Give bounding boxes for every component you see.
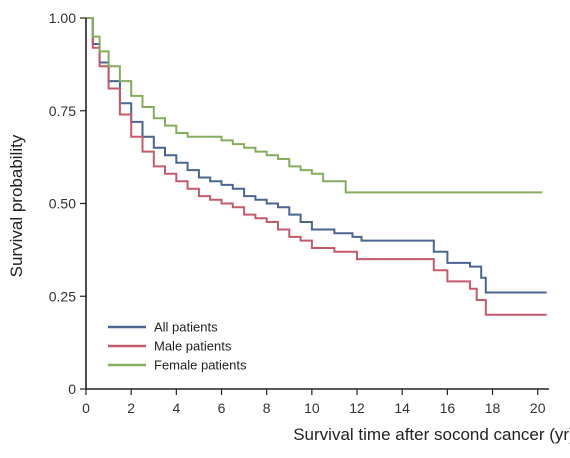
legend-label: All patients xyxy=(154,320,218,335)
y-tick-label: 0.75 xyxy=(49,103,76,119)
x-tick-label: 12 xyxy=(349,400,365,416)
x-tick-label: 16 xyxy=(440,400,456,416)
x-tick-label: 4 xyxy=(172,400,180,416)
series-line-2 xyxy=(86,17,547,316)
x-axis-ticks: 0 2 4 6 8 10 12 14 16 18 20 xyxy=(82,389,546,416)
y-tick-label: 0 xyxy=(68,381,76,397)
x-axis-title: Survival time after socond cancer (yr) xyxy=(293,425,570,444)
x-tick-label: 0 xyxy=(82,400,90,416)
x-tick-label: 14 xyxy=(394,400,410,416)
series-lines xyxy=(86,17,547,316)
x-tick-label: 10 xyxy=(304,400,320,416)
legend-label: Male patients xyxy=(154,339,232,354)
series-line-3 xyxy=(86,17,543,194)
legend: All patients Male patients Female patients xyxy=(108,320,247,373)
y-tick-label: 1.00 xyxy=(49,10,76,26)
x-tick-label: 8 xyxy=(263,400,271,416)
y-tick-label: 0.50 xyxy=(49,196,76,212)
y-axis-title: Survival probability xyxy=(7,134,26,277)
series-line-1 xyxy=(86,17,547,294)
y-tick-label: 0.25 xyxy=(49,288,76,304)
x-tick-label: 20 xyxy=(530,400,546,416)
x-tick-label: 18 xyxy=(485,400,501,416)
y-axis-ticks: 0 0.25 0.50 0.75 1.00 xyxy=(49,10,86,397)
x-tick-label: 6 xyxy=(218,400,226,416)
legend-label: Female patients xyxy=(154,358,247,373)
x-tick-label: 2 xyxy=(127,400,135,416)
